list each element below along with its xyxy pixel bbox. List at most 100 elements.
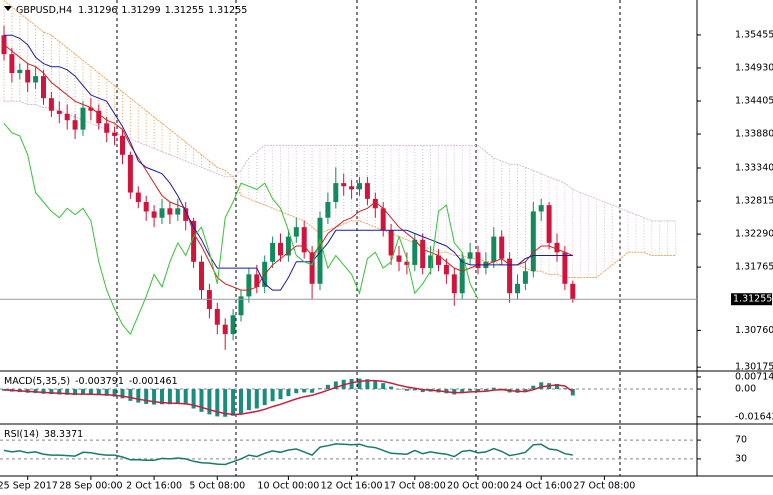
macd-bar — [262, 389, 267, 406]
y-tick-label: -0.016429 — [735, 411, 773, 422]
current-price-box — [731, 293, 772, 306]
ohlc-low: 1.31255 — [165, 5, 204, 16]
ohlc-open: 1.31296 — [78, 5, 117, 16]
candle-body — [191, 220, 197, 262]
chart-header: GBPUSD,H4 1.31296 1.31299 1.31255 1.31255 — [16, 5, 247, 16]
macd-bar — [404, 389, 409, 391]
candle-body — [538, 205, 544, 212]
candle-body — [285, 236, 291, 256]
rsi-line — [3, 443, 573, 466]
rsi-title: RSI(14) — [4, 429, 39, 440]
macd-bar — [365, 379, 370, 390]
macd-bar — [160, 389, 164, 405]
candle-body — [412, 239, 418, 265]
macd-bar — [397, 389, 401, 390]
candle-body — [33, 76, 39, 83]
macd-bar — [373, 380, 378, 390]
candle-body — [317, 217, 323, 284]
candle-body — [515, 283, 520, 294]
y-tick-label: 1.34930 — [735, 62, 773, 73]
macd-bar — [491, 387, 496, 390]
macd-bar — [81, 389, 85, 395]
macd-bar — [152, 389, 157, 405]
candle-body — [349, 186, 355, 190]
menu-arrow[interactable] — [4, 6, 12, 11]
ohlc-close: 1.31255 — [208, 5, 247, 16]
macd-bar — [136, 389, 141, 403]
candle-body — [293, 227, 299, 237]
macd-bar — [389, 386, 394, 390]
macd-bar — [231, 389, 236, 416]
macd-bar — [476, 389, 480, 392]
x-tick-label: 27 Oct 08:00 — [573, 481, 635, 492]
candle-body — [72, 120, 78, 130]
y-tick-label: 1.33340 — [735, 163, 773, 174]
macd-bar — [96, 389, 101, 395]
candle-body — [443, 264, 449, 275]
candle-body — [388, 230, 394, 256]
macd-bar — [539, 382, 544, 390]
candle-body — [183, 208, 189, 221]
candle-body — [404, 261, 410, 265]
candle-body — [341, 183, 347, 187]
x-tick-label: 24 Oct 16:00 — [510, 481, 572, 492]
macd-bar — [175, 389, 180, 404]
macd-bar — [562, 388, 567, 390]
candle-body — [48, 98, 54, 111]
candle-body — [25, 69, 31, 83]
candle-body — [175, 208, 181, 215]
candle-body — [420, 239, 426, 269]
candle-body — [522, 271, 528, 284]
macd-bar — [239, 389, 243, 414]
y-tick-label: 1.34405 — [735, 95, 773, 106]
candle-body — [309, 252, 315, 284]
candle-body — [562, 252, 568, 284]
candle-body — [301, 227, 307, 253]
candle-body — [364, 183, 370, 199]
rsi-readout: 38.3371 — [44, 429, 83, 440]
symbol: GBPUSD,H4 — [16, 5, 72, 16]
candle-body — [41, 76, 46, 99]
candle-body — [151, 211, 157, 218]
macd-bar — [65, 389, 70, 395]
macd-bar — [357, 378, 362, 390]
macd-bar — [183, 389, 188, 405]
macd-readout: -0.003791 — [75, 376, 124, 387]
candle-body — [475, 252, 481, 269]
x-tick-label: 20 Oct 00:00 — [447, 481, 509, 492]
macd-bar — [144, 389, 149, 404]
candle-body — [167, 208, 173, 215]
x-tick-label: 5 Oct 08:00 — [189, 481, 245, 492]
macd-bar — [468, 389, 473, 391]
candle-body — [17, 69, 23, 73]
macd-bar — [215, 389, 220, 417]
macd-bar — [207, 389, 212, 415]
candle-body — [357, 183, 362, 190]
candle-body — [270, 242, 276, 262]
macd-bar — [483, 389, 488, 391]
y-tick-label: 1.32815 — [735, 196, 773, 207]
candle-body — [112, 132, 118, 136]
candle-body — [104, 123, 110, 133]
macd-bar — [223, 389, 228, 417]
candle-body — [325, 201, 331, 218]
macd-bar — [167, 389, 172, 405]
y-tick-label: 1.33880 — [735, 129, 773, 140]
candle-body — [396, 255, 402, 262]
candle-body — [380, 208, 386, 231]
macd-bar — [349, 378, 354, 390]
candle-body — [278, 242, 283, 256]
macd-bar — [199, 389, 204, 412]
macd-bar — [460, 389, 465, 393]
candle-body — [120, 135, 125, 155]
candle-body — [222, 324, 228, 335]
candle-body — [491, 236, 497, 262]
ohlc-high: 1.31299 — [121, 5, 160, 16]
candle-body — [546, 205, 552, 243]
macd-bar — [57, 389, 62, 395]
macd-bar — [452, 389, 457, 395]
candle-body — [96, 110, 102, 124]
macd-bar — [88, 389, 93, 395]
macd-bar — [33, 389, 38, 394]
